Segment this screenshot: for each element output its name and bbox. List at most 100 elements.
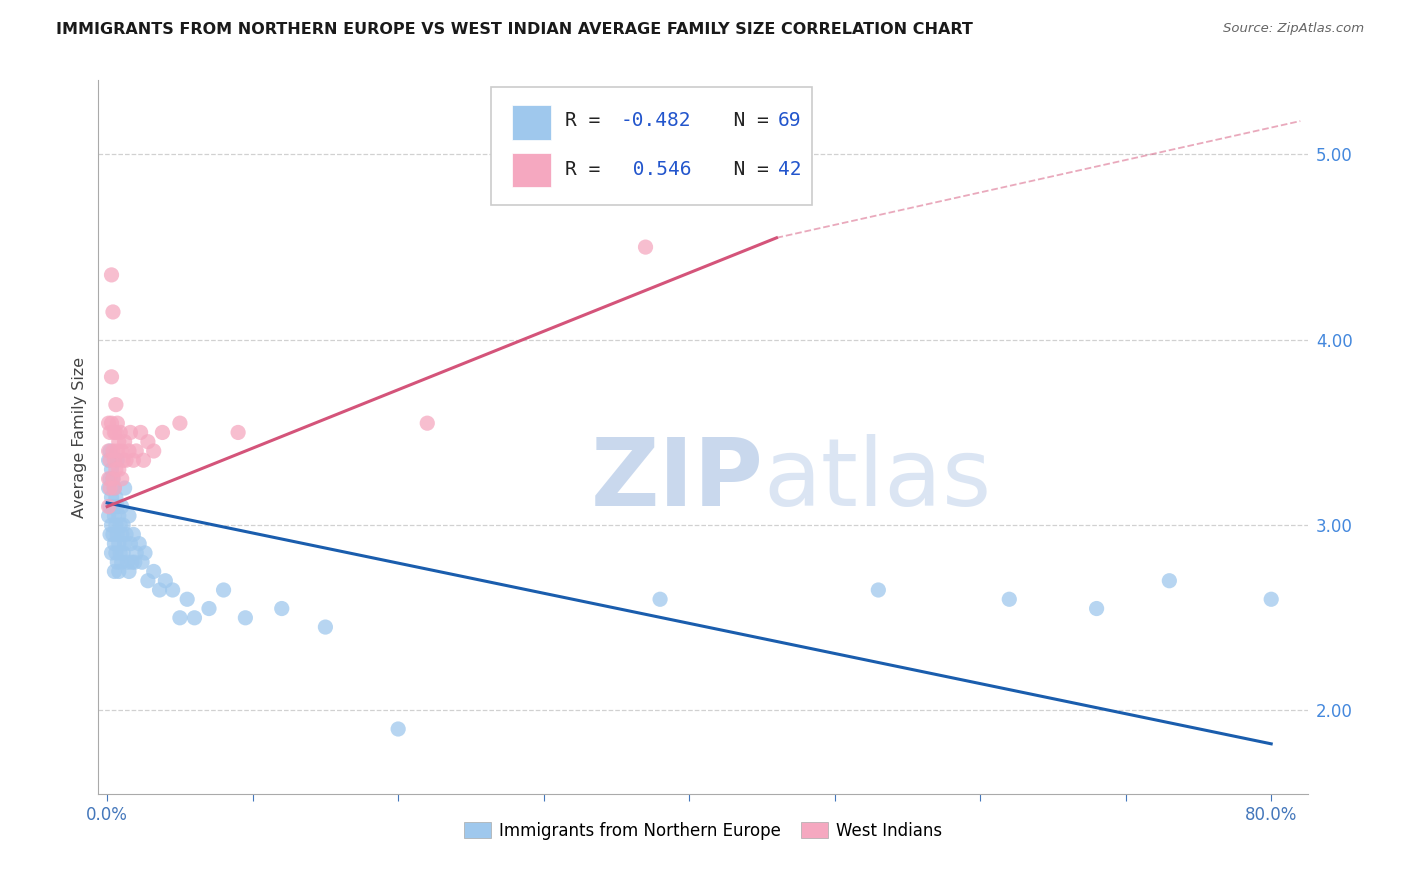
Point [98, 444, 121, 458]
Point [104, 491, 127, 505]
Point [111, 500, 134, 514]
FancyBboxPatch shape [492, 87, 811, 205]
Point [101, 472, 124, 486]
Point [142, 444, 165, 458]
Point [111, 444, 134, 458]
Point [97, 481, 120, 495]
Point [103, 565, 125, 579]
Point [100, 491, 122, 505]
Point [183, 611, 205, 625]
Point [112, 518, 135, 533]
Point [104, 546, 127, 560]
Point [101, 500, 124, 514]
Point [416, 416, 439, 430]
Point [101, 444, 124, 458]
Point [100, 369, 122, 384]
Point [148, 582, 170, 597]
Point [128, 536, 150, 550]
Point [111, 472, 134, 486]
Point [868, 582, 890, 597]
Legend: Immigrants from Northern Europe, West Indians: Immigrants from Northern Europe, West In… [457, 815, 949, 847]
Point [107, 565, 129, 579]
Point [103, 481, 125, 495]
Point [104, 425, 127, 440]
Point [100, 462, 122, 476]
Point [104, 398, 127, 412]
Point [104, 518, 127, 533]
FancyBboxPatch shape [512, 105, 551, 139]
Point [115, 453, 138, 467]
Point [122, 453, 145, 467]
Point [118, 565, 141, 579]
Point [122, 527, 145, 541]
Point [97, 500, 120, 514]
Text: ZIP: ZIP [591, 434, 763, 526]
Point [103, 425, 125, 440]
Point [100, 268, 122, 282]
Point [129, 425, 152, 440]
Point [114, 536, 136, 550]
Point [100, 518, 122, 533]
Point [110, 546, 132, 560]
Point [142, 565, 165, 579]
Point [634, 240, 657, 254]
Point [176, 592, 198, 607]
Point [125, 546, 148, 560]
Point [103, 453, 125, 467]
Point [112, 453, 135, 467]
Point [98, 500, 121, 514]
FancyBboxPatch shape [512, 153, 551, 187]
Point [118, 444, 141, 458]
Point [136, 574, 159, 588]
Text: 0.546: 0.546 [621, 160, 692, 179]
Point [124, 555, 146, 569]
Point [103, 508, 125, 523]
Point [136, 434, 159, 449]
Point [648, 592, 671, 607]
Text: Source: ZipAtlas.com: Source: ZipAtlas.com [1223, 22, 1364, 36]
Point [103, 536, 125, 550]
Point [98, 527, 121, 541]
Point [155, 574, 177, 588]
Point [115, 527, 138, 541]
Point [1260, 592, 1282, 607]
Point [169, 611, 191, 625]
Text: R =: R = [565, 160, 612, 179]
Point [152, 425, 174, 440]
Text: 42: 42 [778, 160, 801, 179]
Point [114, 481, 136, 495]
Point [98, 481, 121, 495]
Point [107, 508, 129, 523]
Point [212, 582, 235, 597]
Point [112, 546, 135, 560]
Point [105, 453, 128, 467]
Point [98, 425, 121, 440]
Point [107, 536, 129, 550]
Point [121, 555, 143, 569]
Point [270, 601, 292, 615]
Point [226, 425, 249, 440]
Point [314, 620, 336, 634]
Point [100, 546, 122, 560]
Point [132, 453, 155, 467]
Point [101, 527, 124, 541]
Point [117, 555, 139, 569]
Text: atlas: atlas [763, 434, 991, 526]
Point [131, 555, 153, 569]
Point [110, 518, 132, 533]
Point [111, 555, 134, 569]
Point [134, 546, 156, 560]
Point [120, 425, 142, 440]
Point [120, 536, 142, 550]
Point [98, 472, 121, 486]
Point [162, 582, 184, 597]
Point [97, 472, 120, 486]
Text: -0.482: -0.482 [621, 112, 692, 130]
Point [235, 611, 257, 625]
Point [101, 472, 124, 486]
Text: N =: N = [710, 112, 780, 130]
Point [97, 416, 120, 430]
Point [169, 416, 191, 430]
Y-axis label: Average Family Size: Average Family Size [72, 357, 87, 517]
Point [104, 462, 127, 476]
